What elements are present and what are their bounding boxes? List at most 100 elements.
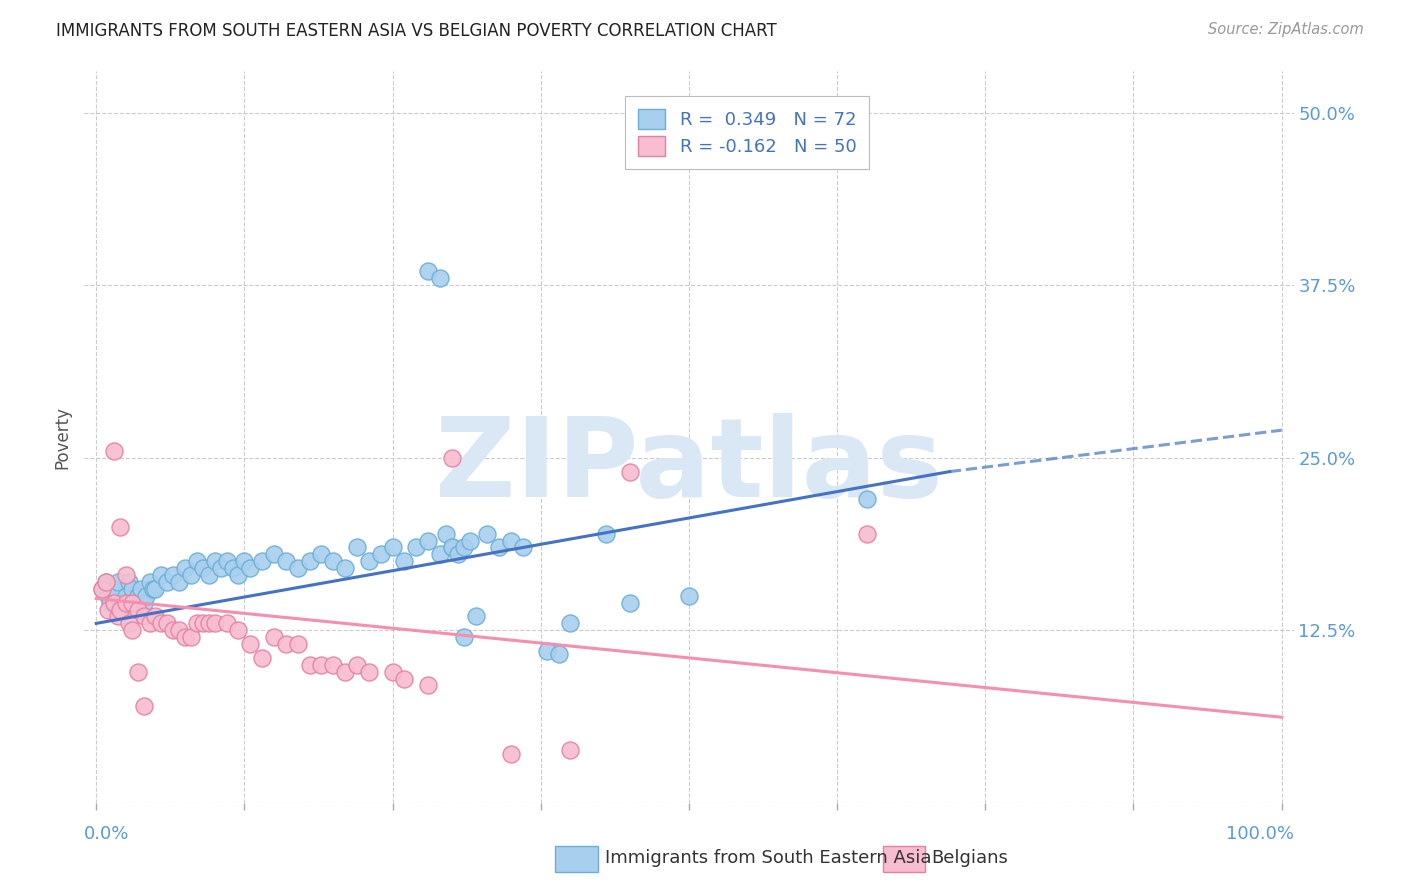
Point bbox=[115, 568, 138, 582]
Point bbox=[453, 541, 475, 555]
Point bbox=[233, 554, 256, 568]
Point bbox=[108, 602, 131, 616]
Point bbox=[678, 589, 700, 603]
Point bbox=[121, 596, 143, 610]
Point bbox=[322, 554, 344, 568]
Point bbox=[186, 616, 208, 631]
Point bbox=[560, 743, 582, 757]
Point bbox=[121, 624, 143, 638]
Point bbox=[150, 568, 173, 582]
Point bbox=[239, 561, 262, 575]
Point bbox=[174, 561, 197, 575]
Point bbox=[103, 582, 125, 596]
Point bbox=[357, 665, 380, 679]
Point bbox=[121, 582, 143, 596]
Point bbox=[394, 672, 416, 686]
Point bbox=[287, 637, 309, 651]
Point bbox=[488, 541, 510, 555]
Point bbox=[118, 616, 141, 631]
Point bbox=[138, 574, 160, 589]
Text: Source: ZipAtlas.com: Source: ZipAtlas.com bbox=[1208, 22, 1364, 37]
Point bbox=[198, 616, 221, 631]
Point bbox=[298, 657, 321, 672]
Point bbox=[434, 526, 457, 541]
Point bbox=[405, 541, 427, 555]
Point bbox=[107, 574, 129, 589]
Point bbox=[162, 624, 184, 638]
Point bbox=[855, 492, 877, 507]
Point bbox=[547, 647, 569, 661]
Point bbox=[394, 554, 416, 568]
Point bbox=[129, 582, 152, 596]
Point bbox=[221, 561, 243, 575]
Point bbox=[477, 526, 499, 541]
Point bbox=[94, 574, 117, 589]
Point bbox=[91, 582, 114, 596]
Point bbox=[501, 533, 523, 548]
Point bbox=[107, 609, 129, 624]
Point bbox=[536, 644, 558, 658]
Point bbox=[322, 657, 344, 672]
Point bbox=[108, 520, 131, 534]
Point bbox=[97, 589, 120, 603]
Point bbox=[429, 271, 451, 285]
Point bbox=[142, 582, 165, 596]
Point bbox=[418, 678, 440, 692]
Point bbox=[132, 699, 155, 714]
Point bbox=[127, 589, 149, 603]
Point bbox=[191, 616, 214, 631]
Point bbox=[209, 561, 232, 575]
Point bbox=[204, 616, 226, 631]
Point bbox=[115, 596, 138, 610]
Point bbox=[180, 568, 202, 582]
Point bbox=[186, 554, 208, 568]
Point bbox=[311, 657, 333, 672]
Point bbox=[263, 548, 285, 562]
Point bbox=[440, 541, 463, 555]
Point bbox=[418, 533, 440, 548]
Point bbox=[263, 630, 285, 644]
Point bbox=[115, 589, 138, 603]
Point bbox=[560, 616, 582, 631]
Point bbox=[118, 574, 141, 589]
Point bbox=[453, 630, 475, 644]
Point bbox=[204, 554, 226, 568]
Point bbox=[311, 548, 333, 562]
Point bbox=[138, 616, 160, 631]
Point bbox=[94, 574, 117, 589]
Point bbox=[333, 561, 356, 575]
Point bbox=[167, 624, 190, 638]
Point bbox=[108, 602, 131, 616]
Point bbox=[215, 554, 238, 568]
Point bbox=[180, 630, 202, 644]
Point bbox=[346, 657, 368, 672]
Point bbox=[619, 596, 641, 610]
Point bbox=[464, 609, 486, 624]
Text: 0.0%: 0.0% bbox=[84, 825, 129, 843]
Point bbox=[228, 568, 250, 582]
Point bbox=[156, 616, 179, 631]
Point bbox=[381, 541, 404, 555]
Point bbox=[429, 548, 451, 562]
Point bbox=[250, 651, 273, 665]
Point bbox=[132, 609, 155, 624]
Point bbox=[174, 630, 197, 644]
Point bbox=[100, 596, 122, 610]
Point bbox=[145, 609, 167, 624]
Point bbox=[132, 596, 155, 610]
Point bbox=[198, 568, 221, 582]
Point bbox=[103, 596, 125, 610]
Point bbox=[619, 465, 641, 479]
Point bbox=[274, 554, 297, 568]
Point bbox=[370, 548, 392, 562]
Text: Belgians: Belgians bbox=[931, 849, 1008, 867]
Text: ZIPatlas: ZIPatlas bbox=[434, 413, 943, 520]
Point bbox=[145, 582, 167, 596]
Point bbox=[91, 582, 114, 596]
Point bbox=[440, 541, 463, 555]
Point bbox=[440, 450, 463, 465]
Point bbox=[357, 554, 380, 568]
Point bbox=[150, 616, 173, 631]
Point bbox=[127, 665, 149, 679]
Point bbox=[381, 665, 404, 679]
